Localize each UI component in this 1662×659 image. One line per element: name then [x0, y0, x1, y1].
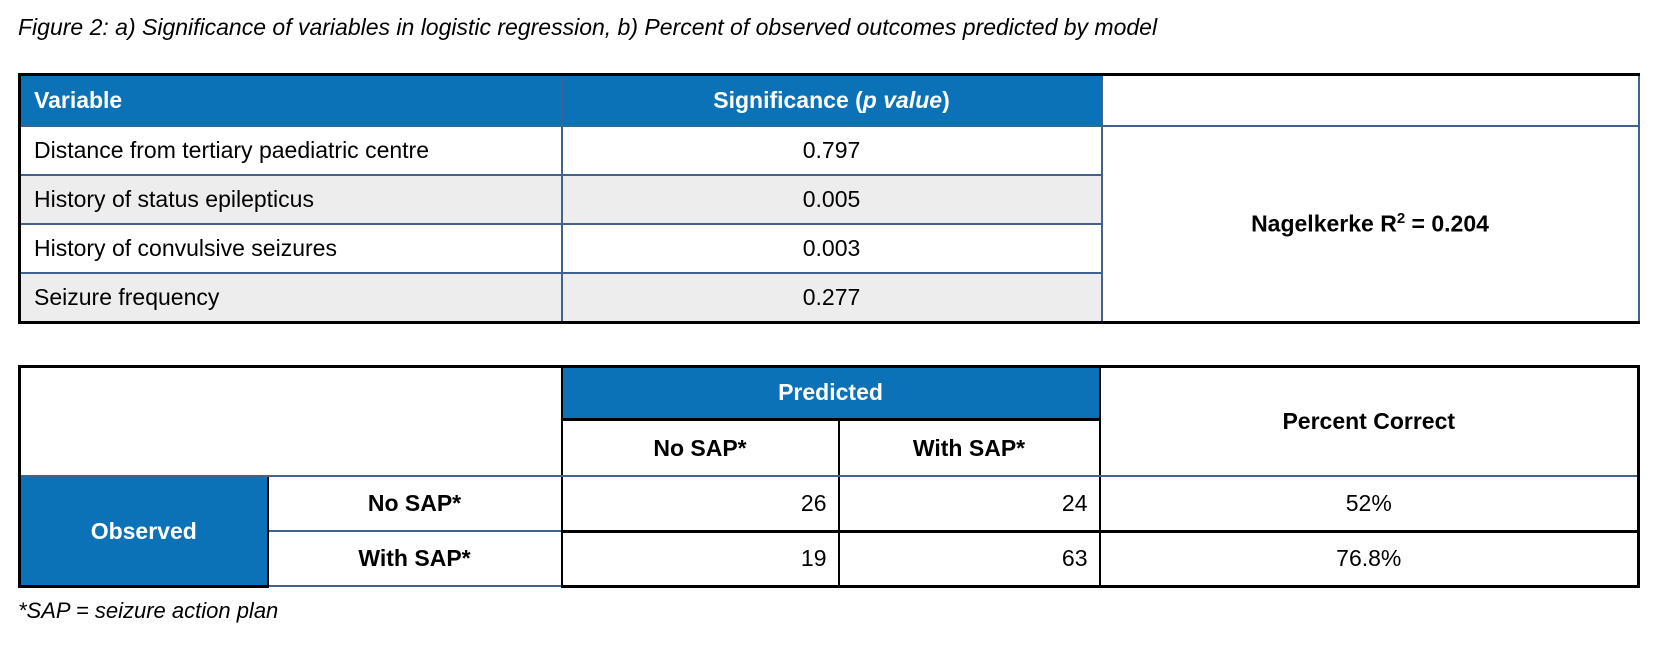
header-spacer-cell [1100, 72, 1640, 128]
r-squared-superscript: 2 [1396, 210, 1406, 228]
page-title: Figure 2: a) Significance of variables i… [18, 14, 1158, 40]
figure-footnote: *SAP = seizure action plan [18, 597, 279, 623]
variable-cell: History of status epilepticus [18, 174, 563, 226]
observed-header: Observed [18, 476, 269, 588]
count-cell-with-sap: 24 [838, 476, 1101, 533]
significance-header-text: Significance ( [713, 87, 863, 113]
variable-cell: History of convulsive seizures [18, 223, 563, 275]
percent-correct-header: Percent Correct [1099, 364, 1641, 478]
no-sap-column-header: No SAP* [561, 419, 840, 478]
header-spacer-cell [18, 364, 563, 478]
observed-row-label: With SAP* [267, 531, 563, 588]
pvalue-cell: 0.003 [560, 223, 1103, 275]
p-value-italic-text: p value [862, 87, 943, 113]
significance-table: Variable Significance (p value) Distance… [18, 72, 1640, 324]
pvalue-cell: 0.005 [560, 174, 1103, 226]
count-cell-no-sap: 26 [561, 476, 840, 533]
nagelkerke-prefix: Nagelkerke R [1251, 210, 1397, 237]
predicted-header: Predicted [561, 364, 1101, 421]
significance-header-close: ) [942, 87, 950, 113]
observed-row-label: No SAP* [267, 476, 563, 533]
percent-correct-cell: 52% [1099, 476, 1641, 533]
count-cell-no-sap: 19 [561, 531, 840, 588]
variable-column-header: Variable [18, 72, 563, 128]
percent-correct-cell: 76.8% [1099, 531, 1641, 588]
significance-column-header: Significance (p value) [560, 72, 1103, 128]
nagelkerke-r-squared-cell: Nagelkerke R2 = 0.204 [1100, 125, 1640, 324]
nagelkerke-value: = 0.204 [1405, 210, 1489, 237]
variable-cell: Seizure frequency [18, 272, 563, 324]
variable-cell: Distance from tertiary paediatric centre [18, 125, 563, 177]
pvalue-cell: 0.797 [560, 125, 1103, 177]
classification-table: Predicted Percent Correct No SAP* With S… [18, 364, 1641, 588]
pvalue-cell: 0.277 [560, 272, 1103, 324]
with-sap-column-header: With SAP* [838, 419, 1101, 478]
count-cell-with-sap: 63 [838, 531, 1101, 588]
